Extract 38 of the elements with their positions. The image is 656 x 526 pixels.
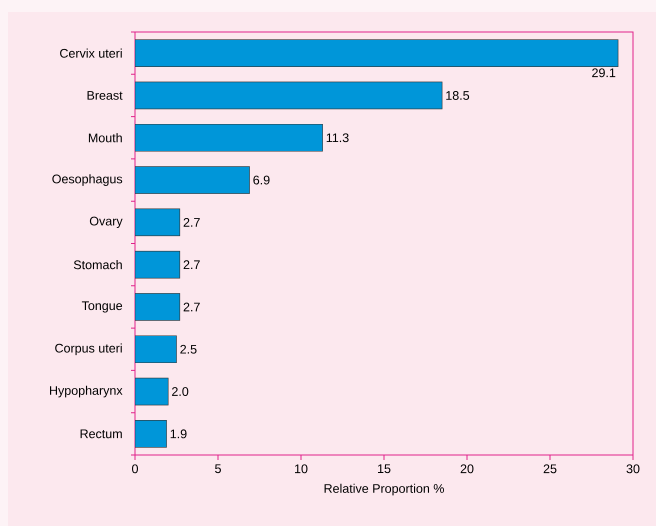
x-tick-label: 15 (378, 464, 390, 474)
x-tick-label: 20 (460, 464, 474, 474)
data-label: 2.7 (184, 302, 200, 312)
data-label: 2.7 (184, 218, 200, 227)
data-label: 29.1 (592, 68, 616, 78)
bar (135, 208, 180, 236)
data-label: 11.3 (326, 133, 349, 142)
y-tick-label: Stomach (74, 260, 122, 270)
x-tick-label: 30 (626, 464, 640, 474)
x-tick-label: 0 (132, 464, 138, 474)
bar (135, 124, 323, 152)
y-tick-label: Corpus uteri (55, 343, 122, 356)
y-tick-label: Ovary (90, 216, 123, 228)
bar (135, 82, 442, 110)
x-axis-title: Relative Proportion % (324, 484, 444, 496)
y-tick-label: Rectum (80, 430, 122, 438)
y-tick-label: Hypopharynx (50, 386, 122, 398)
y-tick-label: Mouth (88, 133, 122, 142)
bar (135, 378, 168, 406)
bar (135, 166, 250, 194)
y-tick-label: Breast (88, 91, 123, 100)
x-tick-label: 5 (215, 464, 221, 474)
y-tick-label: Oesophagus (52, 174, 122, 186)
y-tick-label: Cervix uteri (60, 48, 122, 58)
x-tick-label: 10 (295, 464, 308, 474)
y-tick-label: Tongue (82, 301, 122, 313)
data-label: 2.5 (180, 344, 197, 354)
bar (135, 250, 180, 278)
data-label: 1.9 (170, 429, 187, 438)
data-label: 18.5 (446, 91, 470, 100)
bar (135, 420, 167, 448)
bar (135, 293, 180, 321)
data-label: 6.9 (253, 176, 270, 184)
bar (135, 335, 177, 364)
bar (135, 39, 618, 67)
data-label: 2.0 (172, 387, 188, 396)
x-tick-label: 25 (544, 464, 556, 474)
data-label: 2.7 (184, 260, 200, 270)
